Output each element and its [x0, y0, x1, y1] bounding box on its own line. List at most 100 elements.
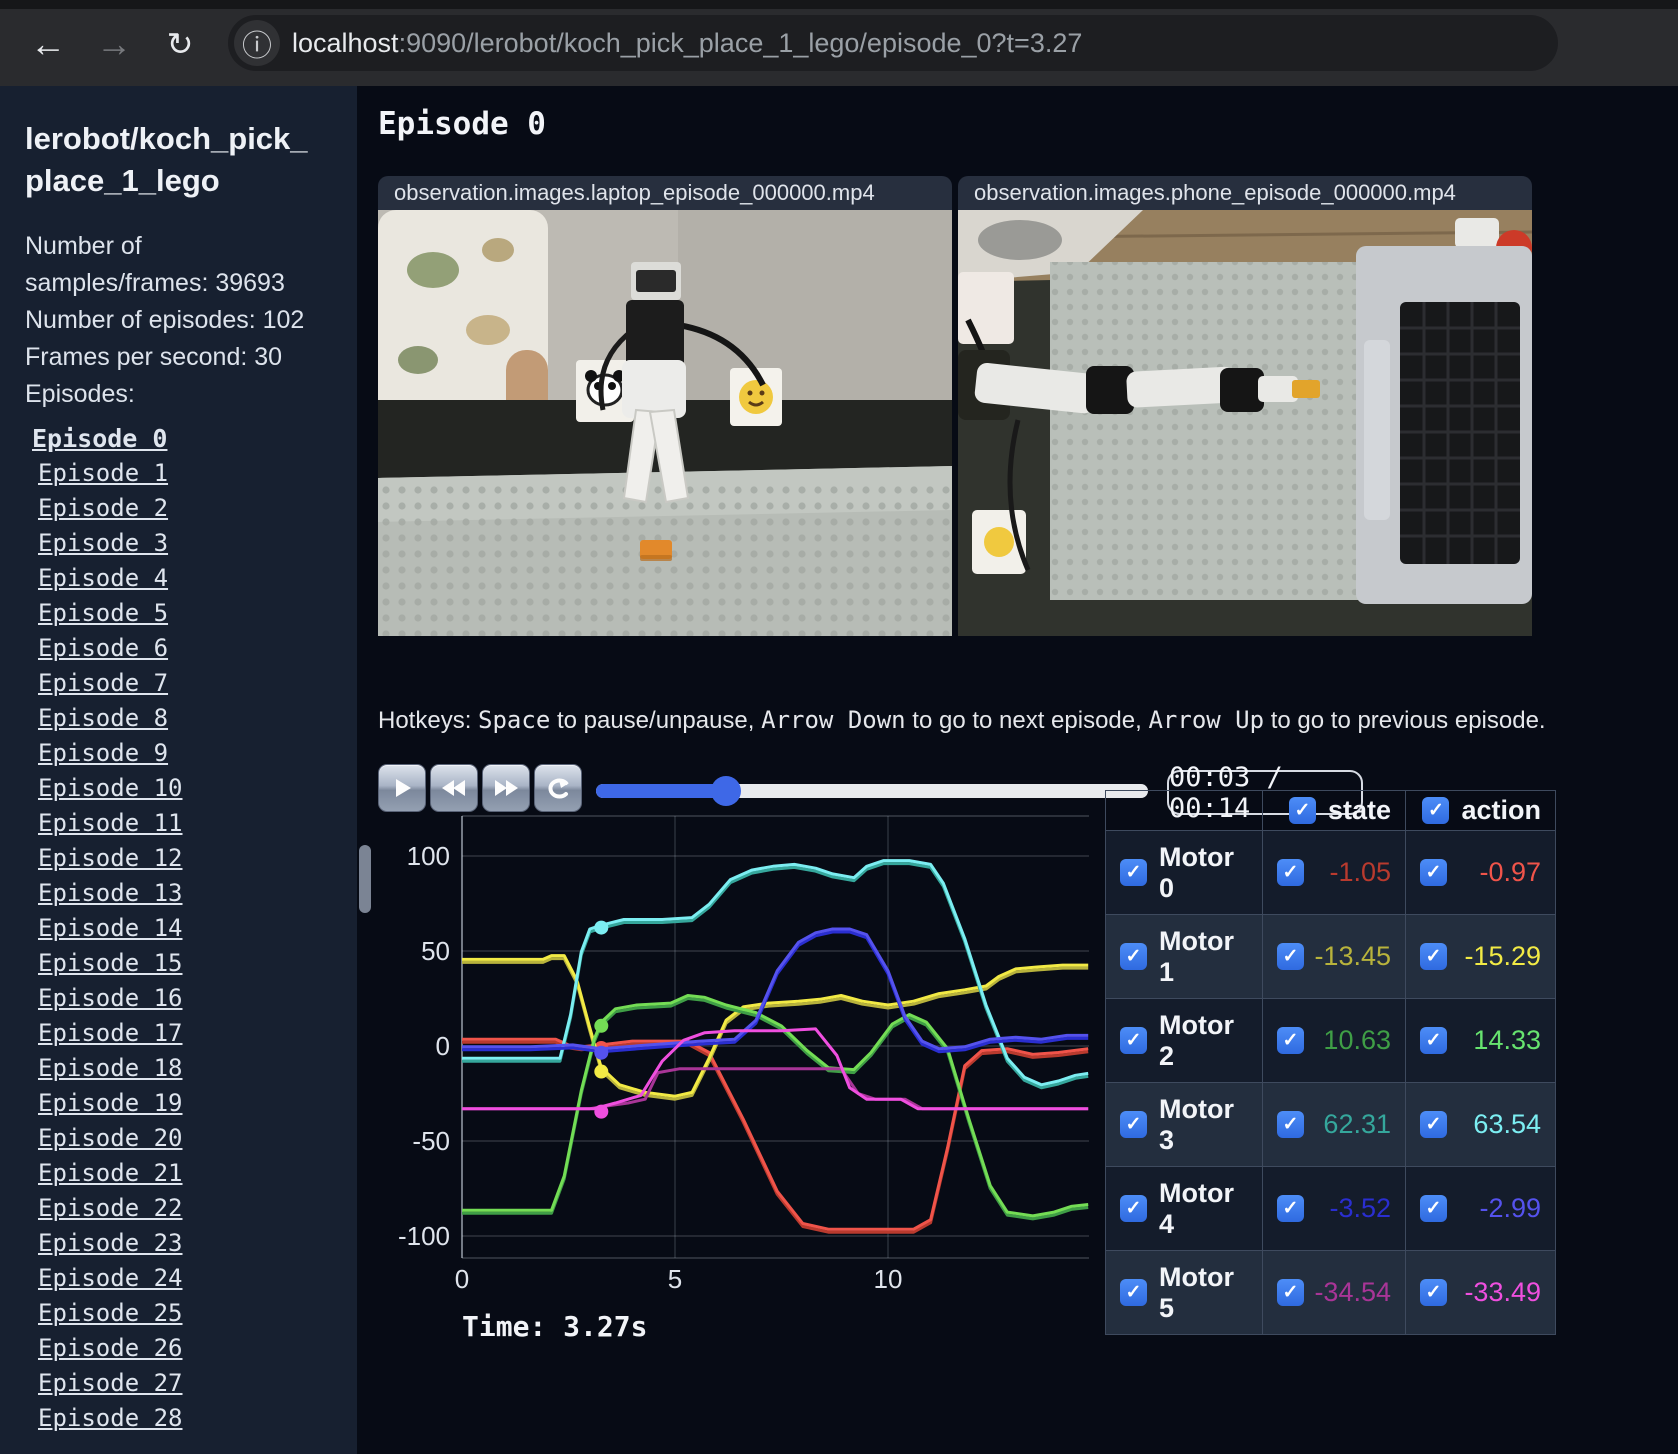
episode-link[interactable]: Episode 18	[38, 1054, 183, 1082]
action-cell-checkbox[interactable]: ✓	[1420, 1279, 1447, 1306]
series-state-line	[462, 930, 1089, 1054]
episode-link[interactable]: Episode 6	[38, 634, 169, 662]
video-laptop-scene	[378, 210, 952, 636]
state-cell-checkbox[interactable]: ✓	[1277, 1279, 1304, 1306]
motor-name: Motor 2	[1159, 1009, 1234, 1071]
video-frame-laptop[interactable]	[378, 210, 952, 636]
action-value: 63.54	[1473, 1109, 1541, 1139]
state-cell-checkbox[interactable]: ✓	[1277, 859, 1304, 886]
motor-checkbox[interactable]: ✓	[1120, 943, 1147, 970]
address-bar[interactable]: ⓘ localhost:9090/lerobot/koch_pick_place…	[228, 15, 1558, 71]
seek-slider[interactable]	[596, 776, 1148, 806]
episode-link[interactable]: Episode 3	[38, 529, 169, 557]
motor-row: ✓ Motor 2 ✓ 10.63 ✓ 14.33	[1106, 999, 1556, 1083]
sidebar-scrollbar-handle[interactable]	[359, 845, 371, 913]
episode-link[interactable]: Episode 15	[38, 949, 183, 977]
state-cell-checkbox[interactable]: ✓	[1277, 1111, 1304, 1138]
action-cell-checkbox[interactable]: ✓	[1420, 1195, 1447, 1222]
episode-link[interactable]: Episode 21	[38, 1159, 183, 1187]
episode-link[interactable]: Episode 12	[38, 844, 183, 872]
episode-link[interactable]: Episode 20	[38, 1124, 183, 1152]
state-value: -34.54	[1314, 1277, 1391, 1307]
episode-link[interactable]: Episode 14	[38, 914, 183, 942]
motor-checkbox[interactable]: ✓	[1120, 859, 1147, 886]
action-cell-checkbox[interactable]: ✓	[1420, 859, 1447, 886]
episode-link[interactable]: Episode 17	[38, 1019, 183, 1047]
video-title-phone: observation.images.phone_episode_000000.…	[958, 176, 1532, 210]
site-info-icon[interactable]: ⓘ	[234, 20, 280, 66]
action-cell-checkbox[interactable]: ✓	[1420, 1027, 1447, 1054]
episode-link[interactable]: Episode 5	[38, 599, 169, 627]
state-cell-checkbox[interactable]: ✓	[1277, 943, 1304, 970]
browser-back-icon[interactable]: ←	[30, 23, 66, 64]
action-column-label: action	[1461, 795, 1541, 825]
motor-row: ✓ Motor 0 ✓ -1.05 ✓ -0.97	[1106, 831, 1556, 915]
fast-forward-icon	[495, 780, 518, 796]
motor-checkbox[interactable]: ✓	[1120, 1111, 1147, 1138]
action-cell: ✓ -2.99	[1406, 1167, 1556, 1251]
motor-name-cell: ✓ Motor 2	[1106, 999, 1263, 1083]
motor-table: ✓ state ✓ action ✓ Motor 0 ✓ -1.05 ✓ -0.97 ✓ Mo…	[1105, 790, 1556, 1335]
episode-link[interactable]: Episode 7	[38, 669, 169, 697]
episode-link[interactable]: Episode 11	[38, 809, 183, 837]
motor-name-cell: ✓ Motor 4	[1106, 1167, 1263, 1251]
y-tick-label: 100	[407, 841, 450, 871]
current-time-dot	[594, 1018, 609, 1033]
rewind-button[interactable]	[430, 764, 478, 812]
episode-link[interactable]: Episode 26	[38, 1334, 183, 1362]
play-button[interactable]	[378, 764, 426, 812]
episode-link[interactable]: Episode 27	[38, 1369, 183, 1397]
action-value: -15.29	[1464, 941, 1541, 971]
current-time-dot	[594, 1064, 609, 1079]
state-cell-checkbox[interactable]: ✓	[1277, 1195, 1304, 1222]
state-column-checkbox[interactable]: ✓	[1288, 797, 1316, 824]
y-tick-label: 0	[436, 1031, 450, 1061]
action-value: -33.49	[1464, 1277, 1541, 1307]
browser-reload-icon[interactable]: ↻	[166, 26, 194, 62]
motor-row: ✓ Motor 1 ✓ -13.45 ✓ -15.29	[1106, 915, 1556, 999]
state-cell-checkbox[interactable]: ✓	[1277, 1027, 1304, 1054]
episode-link[interactable]: Episode 4	[38, 564, 169, 592]
episode-link[interactable]: Episode 23	[38, 1229, 183, 1257]
state-cell: ✓ -34.54	[1263, 1251, 1406, 1335]
episode-link[interactable]: Episode 19	[38, 1089, 183, 1117]
action-value: -0.97	[1479, 857, 1541, 887]
motor-checkbox[interactable]: ✓	[1120, 1195, 1147, 1222]
motor-name: Motor 5	[1159, 1261, 1234, 1323]
video-frame-phone[interactable]	[958, 210, 1532, 636]
motor-checkbox[interactable]: ✓	[1120, 1027, 1147, 1054]
browser-forward-icon[interactable]: →	[96, 23, 132, 64]
state-value: 62.31	[1323, 1109, 1391, 1139]
motor-row: ✓ Motor 3 ✓ 62.31 ✓ 63.54	[1106, 1083, 1556, 1167]
state-cell: ✓ -3.52	[1263, 1167, 1406, 1251]
action-cell-checkbox[interactable]: ✓	[1420, 1111, 1447, 1138]
hotkey-text: to go to previous episode.	[1264, 707, 1546, 734]
state-value: -3.52	[1329, 1193, 1391, 1223]
video-phone-scene	[958, 210, 1532, 636]
episode-link[interactable]: Episode 2	[38, 494, 169, 522]
episode-link[interactable]: Episode 28	[38, 1404, 183, 1432]
x-tick-label: 0	[455, 1264, 469, 1294]
url-path: :9090/lerobot/koch_pick_place_1_lego/epi…	[398, 27, 1083, 58]
page-title: Episode 0	[378, 106, 546, 142]
loop-button[interactable]	[534, 764, 582, 812]
motor-checkbox[interactable]: ✓	[1120, 1279, 1147, 1306]
episode-link[interactable]: Episode 22	[38, 1194, 183, 1222]
episode-link[interactable]: Episode 10	[38, 774, 183, 802]
fast-forward-button[interactable]	[482, 764, 530, 812]
episode-link[interactable]: Episode 8	[38, 704, 169, 732]
motor-name-cell: ✓ Motor 0	[1106, 831, 1263, 915]
episode-link[interactable]: Episode 13	[38, 879, 183, 907]
seek-slider-thumb[interactable]	[710, 776, 741, 806]
action-cell: ✓ 14.33	[1406, 999, 1556, 1083]
motor-row: ✓ Motor 4 ✓ -3.52 ✓ -2.99	[1106, 1167, 1556, 1251]
episode-link[interactable]: Episode 25	[38, 1299, 183, 1327]
episode-link[interactable]: Episode 16	[38, 984, 183, 1012]
episode-link[interactable]: Episode 1	[38, 459, 169, 487]
episode-link[interactable]: Episode 0	[32, 424, 168, 453]
episode-link[interactable]: Episode 24	[38, 1264, 183, 1292]
action-column-checkbox[interactable]: ✓	[1422, 797, 1450, 824]
action-cell-checkbox[interactable]: ✓	[1420, 943, 1447, 970]
episode-link[interactable]: Episode 9	[38, 739, 169, 767]
